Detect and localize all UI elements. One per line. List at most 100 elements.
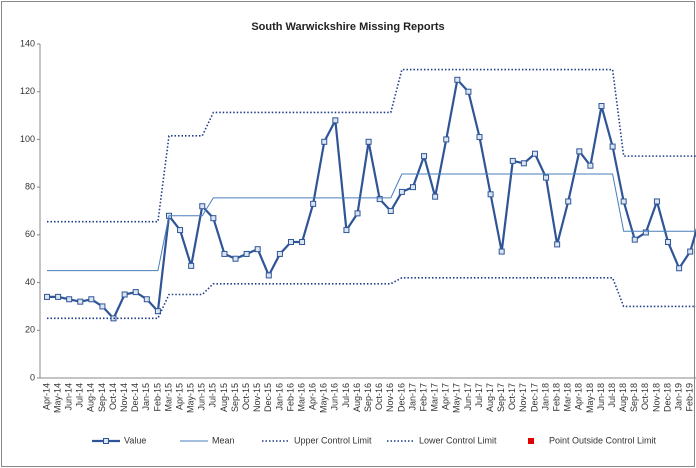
series-line	[47, 277, 696, 320]
data-point	[432, 193, 439, 200]
x-tick-label: Aug-14	[86, 383, 96, 412]
data-point	[409, 184, 416, 191]
x-tick-label: Jul-15	[208, 383, 218, 408]
data-point	[665, 239, 672, 246]
x-tick-label: May-16	[319, 383, 329, 413]
data-point	[77, 298, 84, 305]
x-tick-label: Nov-15	[252, 383, 262, 412]
data-point	[454, 76, 461, 83]
data-point	[531, 150, 538, 157]
data-point	[66, 296, 73, 303]
legend-marker	[103, 438, 109, 444]
data-point	[188, 262, 195, 269]
x-tick-label: May-14	[52, 383, 62, 413]
legend-label: Mean	[212, 435, 235, 445]
x-tick-label: Oct-17	[507, 383, 517, 410]
data-point	[210, 215, 217, 222]
x-tick-label: Apr-18	[574, 383, 584, 410]
legend-label: Point Outside Control Limit	[549, 435, 657, 445]
data-point	[421, 153, 428, 160]
x-tick-label: Apr-15	[174, 383, 184, 410]
x-tick-label: Jan-15	[141, 383, 151, 411]
data-point	[509, 157, 516, 164]
x-tick-label: Oct-16	[374, 383, 384, 410]
x-tick-label: Apr-14	[41, 383, 51, 410]
data-point	[287, 239, 294, 246]
data-point	[365, 138, 372, 145]
x-tick-label: Jan-17	[407, 383, 417, 411]
x-tick-label: Feb-15	[152, 383, 162, 412]
data-point	[232, 255, 239, 262]
data-point	[221, 250, 228, 257]
x-tick-label: Aug-15	[219, 383, 229, 412]
series-line	[47, 68, 696, 223]
x-tick-label: Jul-17	[474, 383, 484, 408]
data-point	[276, 250, 283, 257]
x-tick-label: Nov-18	[651, 383, 661, 412]
x-tick-label: Oct-15	[241, 383, 251, 410]
x-tick-label: Aug-18	[618, 383, 628, 412]
x-tick-label: Jul-18	[607, 383, 617, 408]
x-tick-label: Feb-18	[552, 383, 562, 412]
legend-marker	[528, 438, 534, 444]
data-point	[576, 148, 583, 155]
x-tick-label: May-17	[452, 383, 462, 413]
x-tick-label: May-18	[585, 383, 595, 413]
x-tick-label: Jul-14	[75, 383, 85, 408]
data-point	[598, 103, 605, 110]
data-point	[487, 191, 494, 198]
x-tick-label: Dec-14	[130, 383, 140, 412]
legend-label: Value	[124, 435, 146, 445]
x-tick-label: Dec-17	[529, 383, 539, 412]
x-tick-label: May-15	[186, 383, 196, 413]
x-tick-label: Dec-15	[263, 383, 273, 412]
x-tick-label: Sep-17	[496, 383, 506, 412]
data-point	[354, 210, 361, 217]
y-tick-label: 100	[20, 134, 35, 144]
x-tick-label: Oct-18	[640, 383, 650, 410]
data-point	[177, 227, 184, 234]
data-point	[676, 265, 683, 272]
data-point	[498, 248, 505, 255]
x-tick-label: Jan-19	[674, 383, 684, 411]
data-point	[88, 296, 95, 303]
y-tick-label: 80	[25, 182, 35, 192]
data-point	[121, 291, 128, 298]
x-tick-label: Apr-16	[308, 383, 318, 410]
x-tick-label: Mar-15	[163, 383, 173, 412]
x-tick-label: Dec-18	[662, 383, 672, 412]
legend-label: Lower Control Limit	[419, 435, 497, 445]
x-tick-label: Mar-18	[563, 383, 573, 412]
data-point	[687, 248, 694, 255]
x-tick-label: Feb-19	[685, 383, 695, 412]
data-point	[620, 198, 627, 205]
data-point	[55, 293, 62, 300]
x-tick-label: Jun-15	[197, 383, 207, 411]
y-tick-label: 40	[25, 277, 35, 287]
legend-label: Upper Control Limit	[294, 435, 372, 445]
data-point	[565, 198, 572, 205]
x-tick-label: Jun-18	[596, 383, 606, 411]
y-tick-label: 120	[20, 86, 35, 96]
data-point	[321, 138, 328, 145]
x-tick-label: Dec-16	[396, 383, 406, 412]
data-point	[465, 88, 472, 95]
x-tick-label: Jun-14	[64, 383, 74, 411]
x-tick-label: Oct-14	[108, 383, 118, 410]
data-point	[44, 293, 50, 300]
x-tick-label: Apr-17	[441, 383, 451, 410]
data-point	[554, 241, 561, 248]
x-tick-label: Nov-16	[385, 383, 395, 412]
x-tick-label: Nov-14	[119, 383, 129, 412]
x-tick-label: Mar-17	[430, 383, 440, 412]
x-tick-label: Jun-17	[463, 383, 473, 411]
data-point	[265, 272, 272, 279]
data-point	[310, 200, 317, 207]
series-line	[47, 173, 696, 272]
data-point	[132, 289, 139, 296]
x-tick-label: Jan-16	[274, 383, 284, 411]
data-point	[631, 236, 638, 243]
data-point	[143, 296, 150, 303]
